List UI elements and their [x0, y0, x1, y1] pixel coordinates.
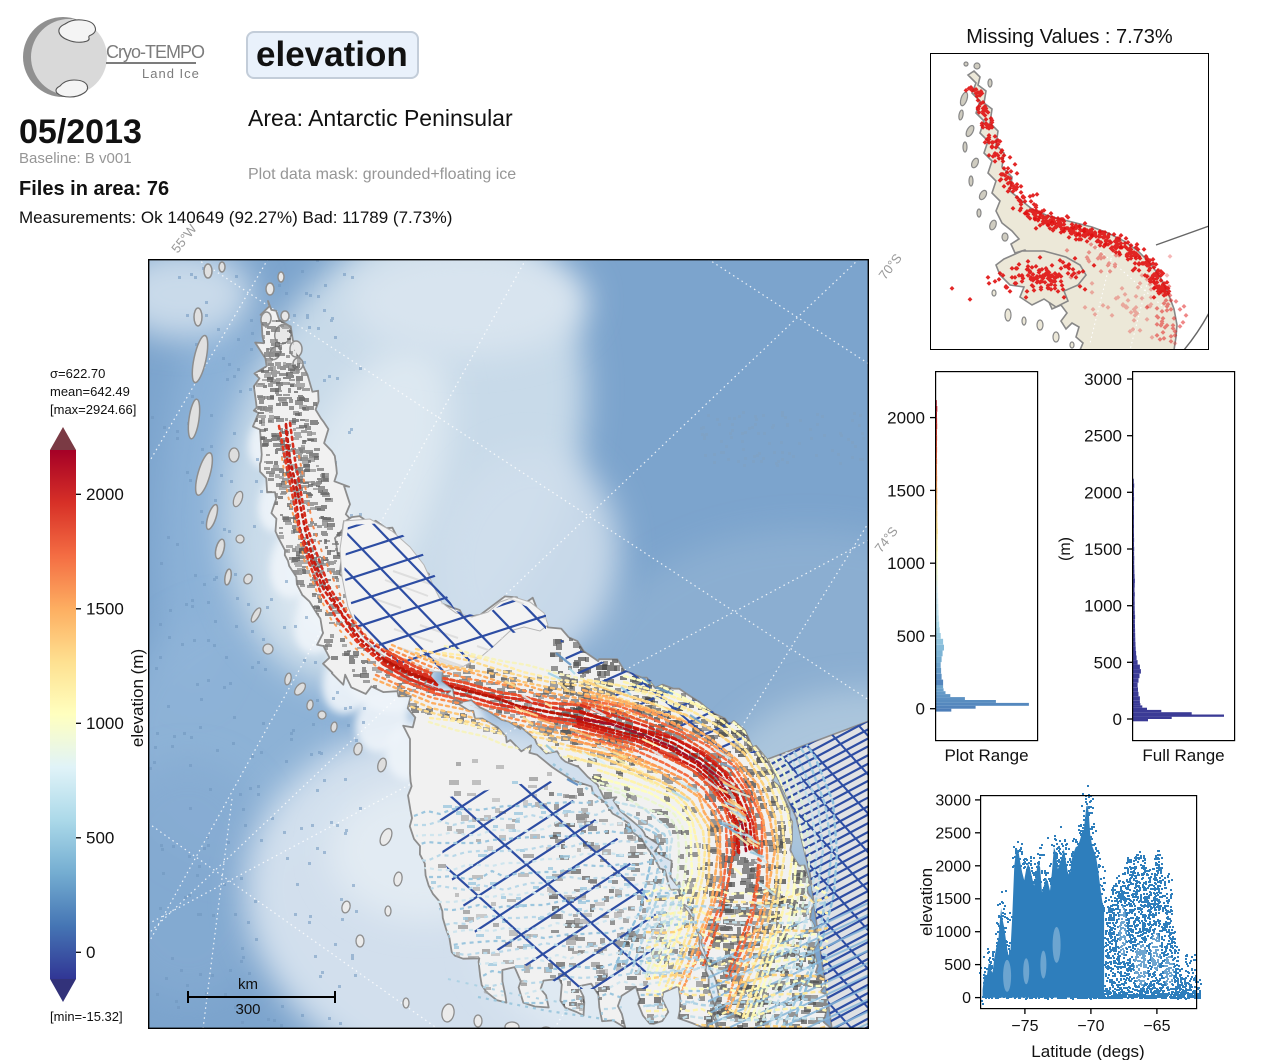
svg-text:2000: 2000 [1084, 483, 1122, 502]
svg-text:−70: −70 [1077, 1018, 1104, 1035]
svg-text:0: 0 [1113, 710, 1122, 729]
svg-text:Latitude (degs): Latitude (degs) [1031, 1042, 1144, 1060]
svg-text:0: 0 [86, 943, 95, 962]
svg-text:500: 500 [86, 828, 114, 847]
svg-text:2000: 2000 [935, 858, 971, 875]
svg-text:500: 500 [1094, 653, 1122, 672]
svg-text:1000: 1000 [86, 714, 124, 733]
svg-text:km: km [238, 976, 258, 993]
svg-text:500: 500 [944, 957, 971, 974]
svg-text:0: 0 [916, 700, 925, 719]
svg-text:2500: 2500 [1084, 427, 1122, 446]
svg-text:1000: 1000 [887, 554, 925, 573]
svg-text:3000: 3000 [935, 792, 971, 809]
svg-text:2000: 2000 [86, 485, 124, 504]
svg-text:1500: 1500 [935, 891, 971, 908]
svg-text:0: 0 [962, 990, 971, 1007]
svg-text:1500: 1500 [1084, 540, 1122, 559]
svg-text:elevation (m): elevation (m) [128, 649, 147, 747]
svg-text:1000: 1000 [1084, 597, 1122, 616]
svg-text:2000: 2000 [887, 409, 925, 428]
svg-text:(m): (m) [1057, 537, 1074, 561]
svg-text:1000: 1000 [935, 924, 971, 941]
svg-text:−65: −65 [1143, 1018, 1170, 1035]
svg-text:2500: 2500 [935, 825, 971, 842]
svg-text:1500: 1500 [86, 599, 124, 618]
svg-text:300: 300 [235, 1001, 260, 1018]
svg-text:1500: 1500 [887, 481, 925, 500]
svg-text:elevation: elevation [917, 868, 936, 936]
svg-text:500: 500 [897, 627, 925, 646]
svg-text:−75: −75 [1011, 1018, 1038, 1035]
svg-text:3000: 3000 [1084, 370, 1122, 389]
